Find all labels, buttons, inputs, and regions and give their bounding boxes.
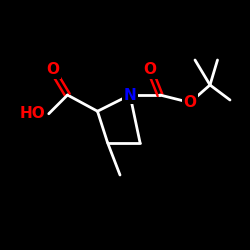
Text: O: O: [144, 62, 156, 78]
Text: N: N: [124, 88, 136, 102]
Text: O: O: [184, 95, 196, 110]
Text: HO: HO: [19, 106, 45, 121]
Text: O: O: [46, 62, 59, 78]
